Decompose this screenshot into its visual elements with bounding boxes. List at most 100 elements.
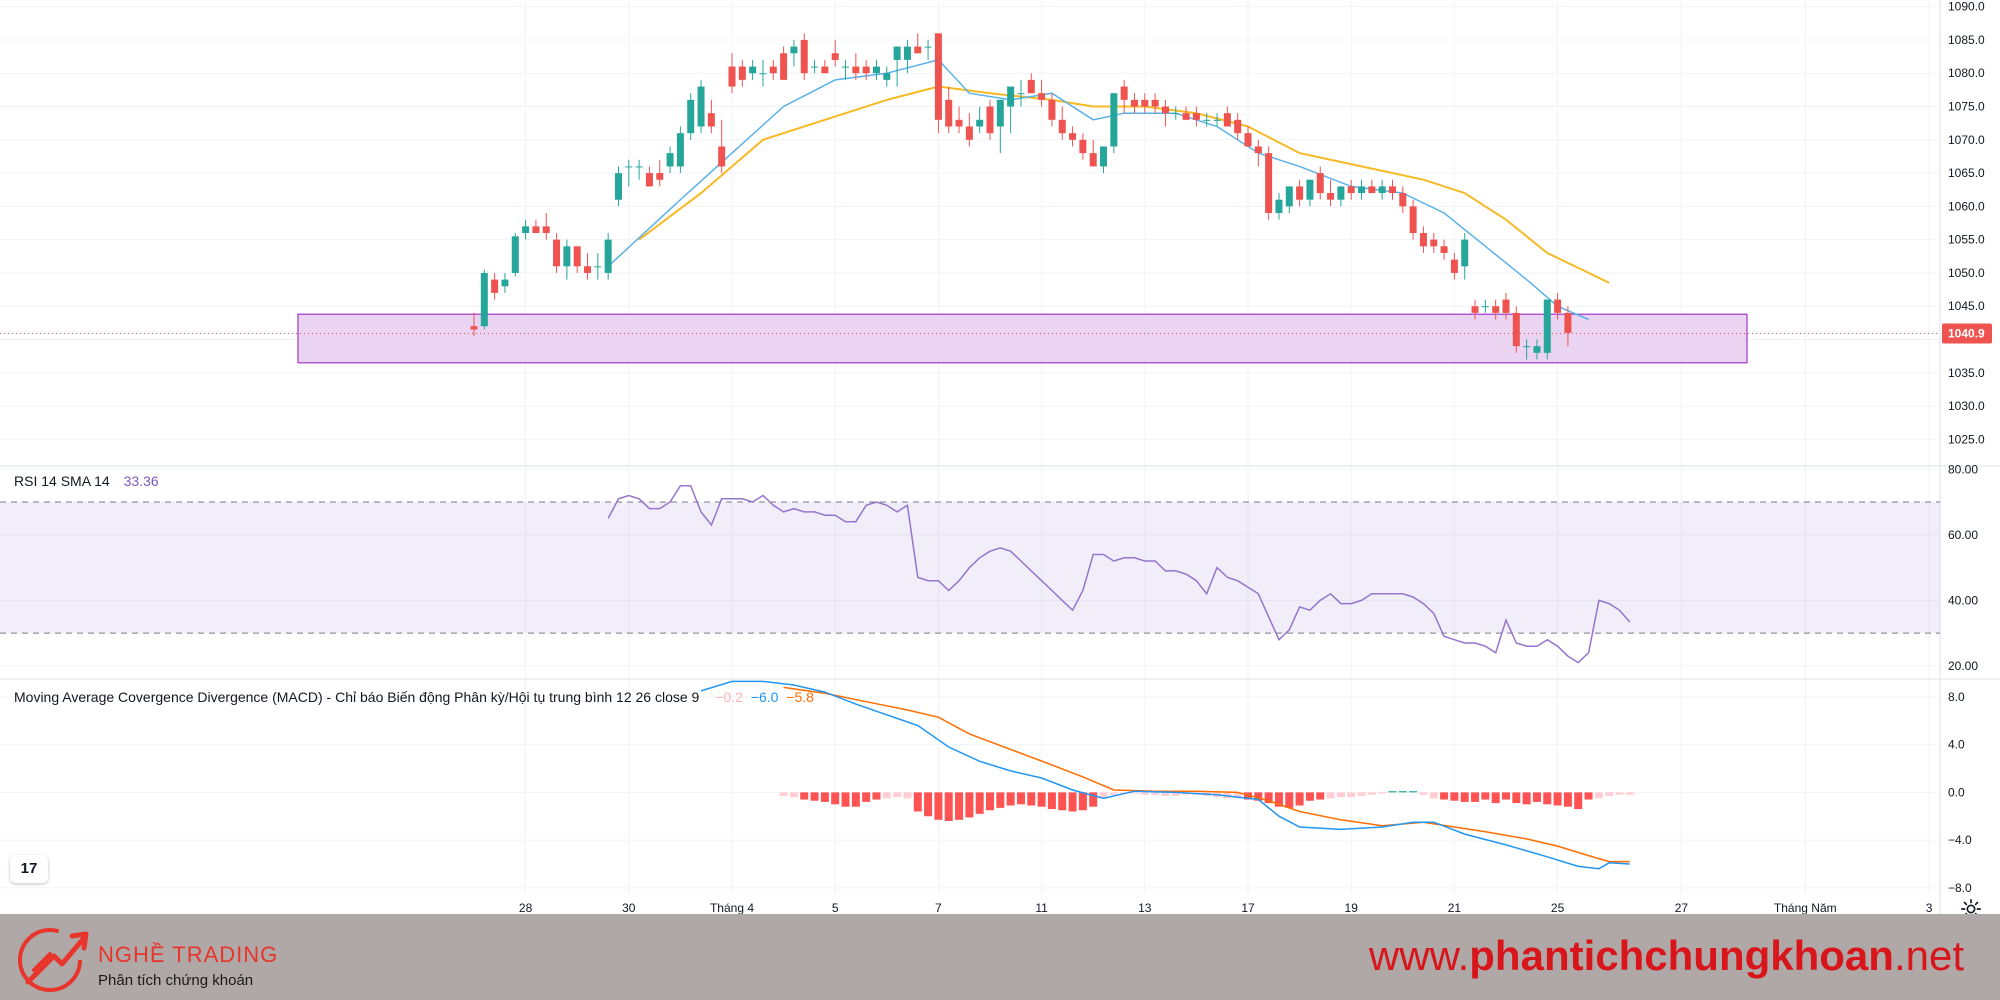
candle-body [1306,179,1314,200]
macd-histogram-bar [1336,792,1345,798]
price-axis-label: 1050.0 [1948,266,1985,280]
candle-body [635,166,643,168]
macd-histogram-bar [1171,792,1180,796]
candle-body [1182,113,1190,120]
candle-body [883,73,891,80]
macd-axis-label: 0.0 [1948,785,1965,799]
macd-axis-label: 8.0 [1948,690,1965,704]
macd-histogram-bar [1027,792,1036,806]
candle-body [1430,239,1438,247]
candle-body [1285,186,1293,207]
candle-body [697,86,705,127]
candle-body [1409,206,1417,233]
macd-histogram-bar [996,792,1005,808]
macd-histogram-bar [1512,792,1521,804]
candle-body [1543,299,1551,353]
time-axis-label: 13 [1138,901,1152,914]
candle-body [1358,186,1366,194]
candle-body [584,266,592,273]
price-axis-label: 1025.0 [1948,432,1985,446]
price-axis-label: 1080.0 [1948,66,1985,80]
candle-body [1120,86,1128,100]
macd-histogram-bar [1367,792,1376,795]
last-price-label: 1040.9 [1948,327,1985,341]
candle-body [532,226,540,233]
rsi-value: 33.36 [123,473,159,489]
candle-body [480,272,488,327]
macd-histogram-bar [1594,792,1603,799]
time-axis-label: 17 [1241,901,1255,914]
macd-histogram-bar [1274,792,1283,807]
candle-body [976,119,984,127]
macd-histogram-bar [831,792,840,805]
candle-body [1296,186,1304,200]
candle-body [1265,153,1273,214]
candle-body [501,279,509,287]
macd-histogram-bar [1625,792,1634,795]
candle-body [1461,239,1469,267]
macd-histogram-bar [903,792,912,799]
macd-histogram-bar [1006,792,1015,806]
moving-average-fast-line [607,59,1589,321]
tradingview-logo-icon[interactable]: 17 [10,855,48,883]
candle-body [1213,119,1221,121]
time-axis-label: 30 [622,901,636,914]
candle-body [470,326,478,330]
macd-histogram-bar [1264,792,1273,804]
macd-histogram-bar [893,792,902,798]
url-main: phantichchungkhoan [1469,932,1894,979]
website-url[interactable]: www.phantichchungkhoan.net [1369,928,1964,984]
candle-body [1192,113,1200,120]
time-axis-label: 28 [519,901,533,914]
candle-body [1399,193,1407,207]
candle-body [1151,99,1159,107]
candle-body [1223,113,1231,127]
candle-body [1275,199,1283,214]
time-axis-label: 7 [935,901,942,914]
candle-body [1038,93,1046,100]
brand-subtitle: Phân tích chứng khoán [98,972,254,989]
macd-histogram-bar [1078,792,1087,811]
macd-histogram-bar [1378,792,1387,794]
candle-body [1502,299,1510,313]
macd-histogram-bar [1058,792,1067,811]
candle-body [749,66,757,74]
macd-histogram-bar [1563,792,1572,807]
candle-body [522,226,530,233]
macd-histogram-bar [851,792,860,807]
macd-histogram-bar [1130,792,1139,794]
rsi-label: RSI 14 SMA 14 [14,473,110,489]
candle-body [1007,86,1015,107]
candle-body [1069,133,1077,140]
macd-histogram-bar [1460,792,1469,802]
macd-histogram-bar [1109,792,1118,795]
candle-body [1440,246,1448,253]
macd-histogram-bar [1553,792,1562,806]
candle-body [1512,312,1520,347]
candle-body [1203,119,1211,121]
macd-histogram-bar [1388,791,1397,793]
macd-histogram-bar [1016,792,1025,805]
macd-signal-value: −5.8 [786,689,814,705]
price-axis-label: 1030.0 [1948,399,1985,413]
macd-histogram-bar [955,792,964,820]
candle-body [1234,119,1242,134]
url-suffix: .net [1893,932,1964,979]
candle-body [707,113,715,127]
candle-body [1378,186,1386,194]
candle-body [800,39,808,74]
chart-canvas[interactable]: 1090.0 1085.0 1080.0 1075.0 1070.0 1065.0 1060… [0,0,2000,914]
time-axis-label: 27 [1675,901,1689,914]
candle-body [986,106,994,134]
candle-body [1492,306,1500,313]
macd-histogram-bar [1316,792,1325,800]
price-axis-label: 1075.0 [1948,100,1985,114]
candle-body [1471,306,1479,313]
macd-axis-label: −4.0 [1948,833,1972,847]
candle-body [1027,79,1035,94]
macd-histogram-bar [1089,792,1098,807]
candle-body [491,279,499,293]
macd-histogram-bar [1450,792,1459,801]
macd-histogram-bar [924,792,933,817]
